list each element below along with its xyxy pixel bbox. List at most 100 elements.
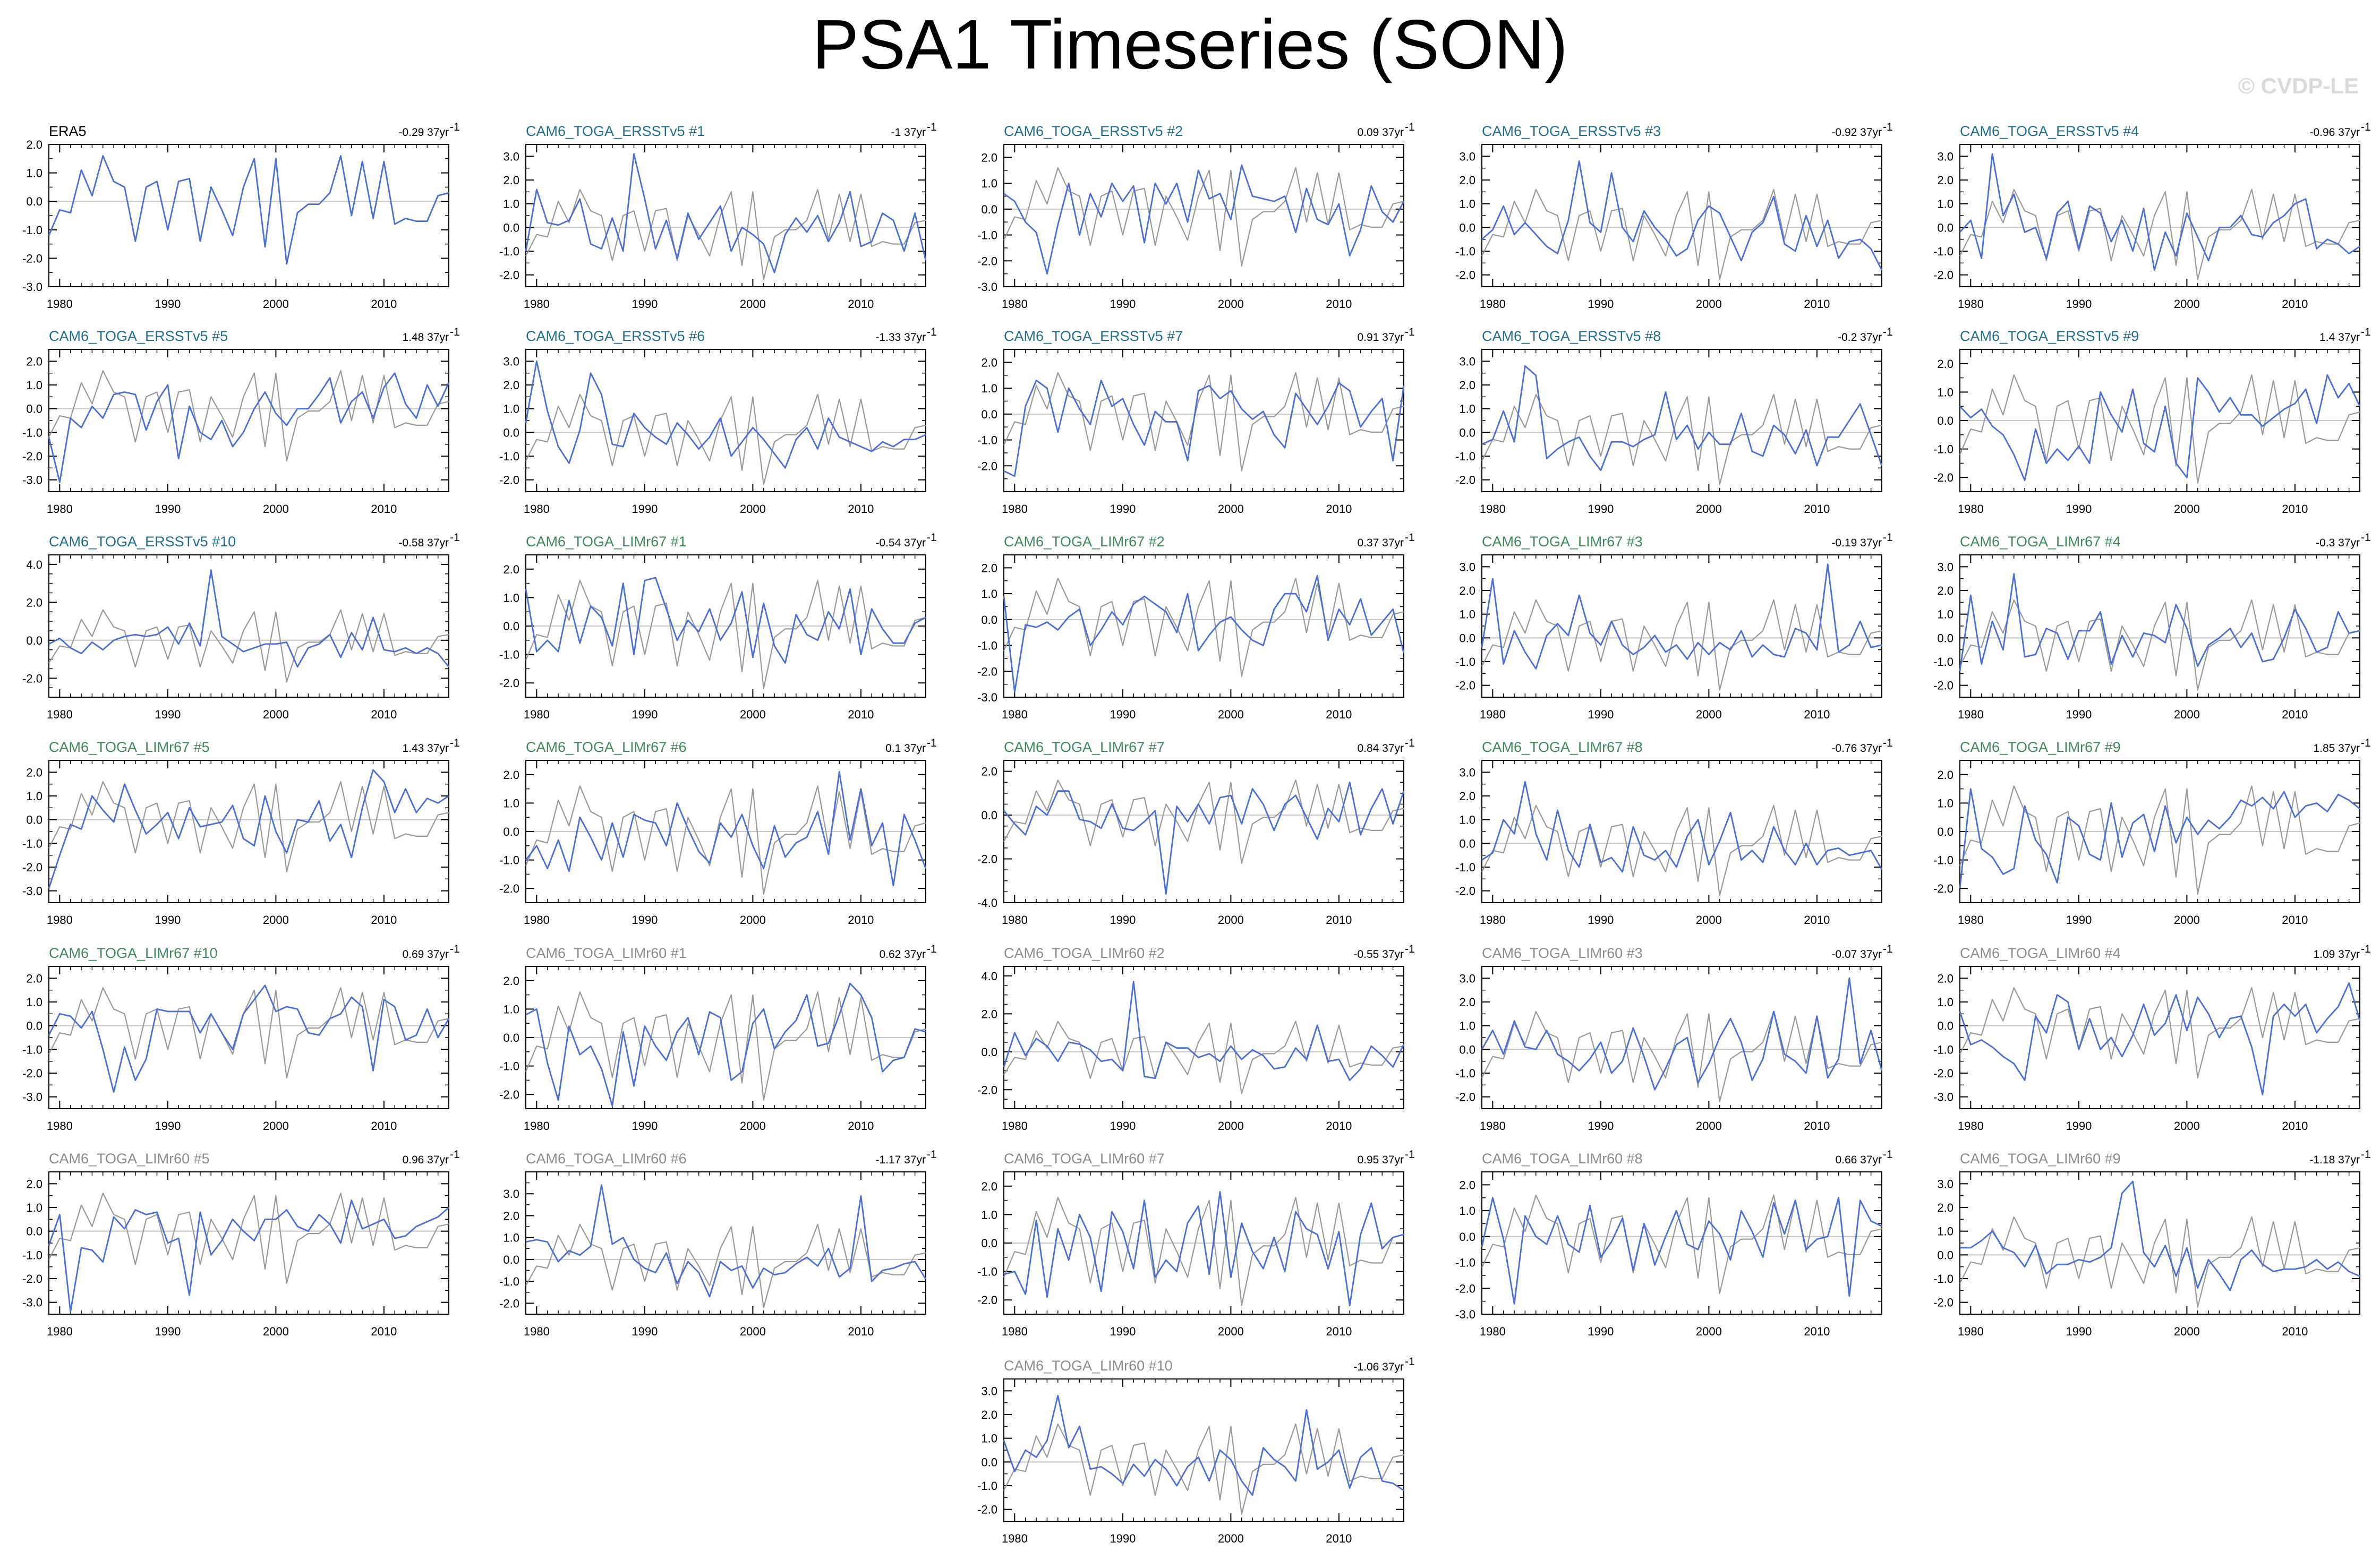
y-tick-label: 3.0 bbox=[1459, 150, 1475, 163]
y-tick-label: 0.0 bbox=[981, 408, 997, 421]
obs-series-line bbox=[1481, 599, 1882, 691]
obs-series-line bbox=[1959, 599, 2360, 691]
y-tick-label: -1.0 bbox=[977, 1265, 997, 1279]
trend-exponent: -1 bbox=[1883, 532, 1893, 544]
model-series-line bbox=[1959, 153, 2360, 271]
x-tick-label: 2000 bbox=[2174, 1119, 2200, 1133]
trend-label: 0.96 37yr bbox=[402, 1154, 449, 1166]
x-tick-label: 1990 bbox=[1588, 502, 1614, 516]
x-tick-label: 2010 bbox=[1326, 913, 1352, 927]
y-tick-label: 1.0 bbox=[1937, 608, 1954, 621]
timeseries-panel: CAM6_TOGA_ERSSTv5 #7 0.91 37yr -1 1980 1990 2… bbox=[977, 326, 1415, 516]
page-title: PSA1 Timeseries (SON) bbox=[812, 5, 1568, 83]
x-tick-label: 1990 bbox=[155, 1325, 181, 1338]
x-tick-label: 1980 bbox=[1480, 502, 1506, 516]
panel-title: CAM6_TOGA_LIMr60 #6 bbox=[526, 1151, 687, 1167]
y-tick-label: 1.0 bbox=[1459, 1204, 1475, 1218]
x-tick-label: 2000 bbox=[2174, 297, 2200, 311]
y-tick-label: 0.0 bbox=[26, 1019, 42, 1033]
obs-series-line bbox=[48, 987, 449, 1078]
model-series-line bbox=[1003, 1191, 1404, 1307]
x-tick-label: 2010 bbox=[371, 502, 397, 516]
y-tick-label: 2.0 bbox=[1937, 584, 1954, 597]
trend-exponent: -1 bbox=[2361, 943, 2371, 955]
x-tick-label: 1990 bbox=[1588, 1325, 1614, 1338]
panel-title: CAM6_TOGA_LIMr60 #8 bbox=[1482, 1151, 1643, 1167]
x-tick-label: 1980 bbox=[524, 913, 550, 927]
x-tick-label: 1980 bbox=[1480, 708, 1506, 721]
x-tick-label: 2000 bbox=[1218, 502, 1244, 516]
x-tick-label: 1990 bbox=[155, 1119, 181, 1133]
x-tick-label: 2010 bbox=[1326, 297, 1352, 311]
y-tick-label: 2.0 bbox=[503, 174, 519, 187]
y-tick-label: 3.0 bbox=[1459, 560, 1475, 573]
trend-exponent: -1 bbox=[450, 737, 460, 749]
obs-series-line bbox=[1003, 1021, 1404, 1094]
x-tick-label: 1990 bbox=[1110, 913, 1136, 927]
y-tick-label: 1.0 bbox=[503, 796, 519, 810]
model-series-line bbox=[1481, 977, 1883, 1091]
obs-series-line bbox=[48, 370, 449, 461]
panel-title: ERA5 bbox=[49, 123, 87, 139]
y-tick-label: -2.0 bbox=[1455, 885, 1475, 898]
model-series-line bbox=[1003, 164, 1405, 275]
y-tick-label: -1.0 bbox=[499, 245, 519, 258]
x-tick-label: 2010 bbox=[1326, 1532, 1352, 1545]
trend-exponent: -1 bbox=[927, 326, 937, 338]
model-series-line bbox=[1481, 160, 1883, 271]
trend-exponent: -1 bbox=[1405, 1149, 1415, 1161]
x-tick-label: 2010 bbox=[848, 913, 874, 927]
x-tick-label: 1990 bbox=[155, 502, 181, 516]
y-tick-label: 2.0 bbox=[981, 1408, 997, 1421]
obs-series-line bbox=[1481, 1010, 1882, 1102]
obs-series-line bbox=[525, 1223, 926, 1308]
y-tick-label: 4.0 bbox=[26, 558, 42, 571]
y-tick-label: -2.0 bbox=[977, 254, 997, 268]
y-tick-label: 0.0 bbox=[503, 1031, 519, 1044]
plot-frame bbox=[1003, 554, 1404, 698]
y-tick-label: 3.0 bbox=[503, 355, 519, 368]
y-tick-label: 2.0 bbox=[1459, 174, 1475, 187]
timeseries-panel: CAM6_TOGA_LIMr60 #8 0.66 37yr -1 1980 1990 20… bbox=[1455, 1149, 1893, 1338]
timeseries-panel: CAM6_TOGA_ERSSTv5 #10 -0.58 37yr -1 1980 199… bbox=[22, 532, 460, 721]
x-tick-label: 1990 bbox=[632, 1325, 658, 1338]
obs-series-line bbox=[1481, 804, 1882, 896]
y-tick-label: 0.0 bbox=[981, 1237, 997, 1250]
model-series-line bbox=[1481, 563, 1882, 670]
y-tick-label: -1.0 bbox=[1933, 1272, 1954, 1286]
panel-title: CAM6_TOGA_LIMr60 #1 bbox=[526, 945, 687, 961]
y-tick-label: -2.0 bbox=[499, 1297, 519, 1310]
y-tick-label: 2.0 bbox=[1937, 357, 1954, 371]
timeseries-panel: CAM6_TOGA_ERSSTv5 #2 0.09 37yr -1 1980 1990 2… bbox=[977, 121, 1415, 311]
x-tick-label: 1980 bbox=[1480, 1325, 1506, 1338]
obs-series-line bbox=[1959, 987, 2360, 1078]
model-series-line bbox=[525, 577, 926, 664]
x-tick-label: 2010 bbox=[848, 502, 874, 516]
y-tick-label: 1.0 bbox=[503, 1231, 519, 1245]
x-tick-label: 2010 bbox=[848, 1325, 874, 1338]
x-tick-label: 1980 bbox=[1480, 1119, 1506, 1133]
timeseries-panel: CAM6_TOGA_LIMr60 #3 -0.07 37yr -1 1980 1990 2… bbox=[1455, 943, 1893, 1133]
y-tick-label: 2.0 bbox=[1459, 1178, 1475, 1192]
x-tick-label: 2010 bbox=[2282, 1119, 2308, 1133]
model-series-line bbox=[1003, 575, 1405, 693]
y-tick-label: 0.0 bbox=[1937, 631, 1954, 645]
panel-title: CAM6_TOGA_ERSSTv5 #5 bbox=[49, 328, 228, 344]
model-series-line bbox=[48, 1199, 449, 1313]
x-tick-label: 2010 bbox=[371, 297, 397, 311]
model-series-line bbox=[1003, 981, 1405, 1081]
timeseries-panel: CAM6_TOGA_LIMr67 #9 1.85 37yr -1 1980 1990 20… bbox=[1933, 737, 2371, 927]
x-tick-label: 2000 bbox=[1696, 1325, 1722, 1338]
x-tick-label: 1990 bbox=[1588, 1119, 1614, 1133]
y-tick-label: 2.0 bbox=[503, 974, 519, 988]
panel-title: CAM6_TOGA_ERSSTv5 #4 bbox=[1960, 123, 2139, 139]
x-tick-label: 2010 bbox=[2282, 297, 2308, 311]
x-tick-label: 1980 bbox=[1002, 1532, 1028, 1545]
x-tick-label: 2000 bbox=[263, 913, 289, 927]
y-tick-label: 2.0 bbox=[1459, 584, 1475, 597]
y-tick-label: 1.0 bbox=[503, 1003, 519, 1016]
obs-series-line bbox=[1959, 188, 2360, 280]
y-tick-label: 3.0 bbox=[1459, 972, 1475, 985]
y-tick-label: -2.0 bbox=[977, 665, 997, 678]
y-tick-label: 1.0 bbox=[1937, 385, 1954, 399]
